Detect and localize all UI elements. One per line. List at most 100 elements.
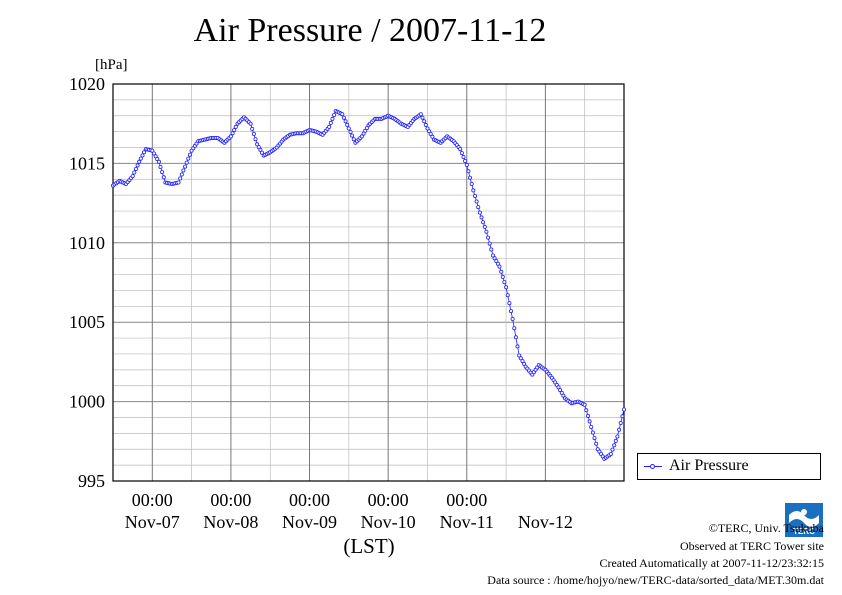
data-point [176,180,181,185]
data-point [613,438,618,443]
x-tick-time-label: 00:00 [132,490,173,510]
data-point [459,151,464,156]
data-point [250,126,255,131]
data-point [332,113,337,118]
data-point [137,159,142,164]
data-point [612,443,617,448]
data-point [615,434,620,439]
data-point [427,129,432,134]
data-point [617,427,622,432]
credit-data-source: Data source : /home/hojyo/new/TERC-data/… [487,573,824,587]
data-point [492,256,497,261]
data-point [363,128,368,133]
data-point [340,112,345,117]
data-point [508,309,513,314]
data-point [142,150,147,155]
data-point [474,199,479,204]
plot-frame [112,83,625,482]
data-point [512,326,517,331]
data-point [422,119,427,124]
data-point [486,235,491,240]
data-point [161,175,166,180]
data-point [132,170,137,175]
data-point [348,129,353,134]
data-point [160,170,165,175]
data-point [479,215,484,220]
data-point [618,420,623,425]
data-point [248,121,253,126]
data-point [515,344,520,349]
terc-logo: TERC [785,503,823,537]
data-point [327,124,332,129]
y-tick-label: 1020 [69,74,105,94]
data-point [472,193,477,198]
y-tick-label: 995 [78,471,105,491]
legend: Air Pressure [637,453,821,480]
data-point [620,414,625,419]
x-tick-time-label: 00:00 [368,490,409,510]
data-point [610,447,615,452]
data-point [594,441,599,446]
data-point [330,116,335,121]
data-point [255,142,260,147]
y-tick-label: 1015 [69,153,105,173]
data-point [364,126,369,131]
legend-marker-swatch [650,464,655,469]
data-point [510,316,515,321]
y-axis-unit-label: [hPa] [95,57,128,73]
data-point [343,119,348,124]
data-point [423,122,428,127]
grid-lines [113,84,624,481]
data-point [186,156,191,161]
data-point [428,131,433,136]
x-tick-time-label: 00:00 [446,490,487,510]
data-point [622,407,627,412]
data-point [469,181,474,186]
data-point [430,134,435,139]
data-point [345,122,350,127]
data-point [500,274,505,279]
data-point [497,264,502,269]
data-point [499,269,504,274]
data-point [135,163,140,168]
data-point [155,156,160,161]
legend-label: Air Pressure [669,457,749,474]
x-tick-date-label: Nov-11 [440,512,494,532]
data-point [151,151,156,156]
data-point [458,147,463,152]
series-air-pressure [111,109,627,461]
data-point [138,156,143,161]
data-point [477,210,482,215]
data-point [513,335,518,340]
logo-text: TERC [793,527,815,536]
x-tick-date-label: Nov-08 [203,512,258,532]
data-point [187,152,192,157]
data-point [233,124,238,129]
credit-created: Created Automatically at 2007-11-12/23:3… [599,556,824,570]
data-point [586,413,591,418]
data-point [418,112,423,117]
data-point [505,293,510,298]
data-point [183,164,188,169]
x-tick-time-label: 00:00 [289,490,330,510]
data-point [476,205,481,210]
data-point [179,172,184,177]
y-tick-label: 1010 [69,233,105,253]
data-point [463,158,468,163]
data-point [158,164,163,169]
data-point [140,153,145,158]
x-tick-date-label: Nov-09 [282,512,337,532]
data-point [351,137,356,142]
data-point [361,131,366,136]
data-point [489,247,494,252]
credit-copyright: ©TERC, Univ. Tsukuba [708,521,824,535]
data-point [258,147,263,152]
data-point [259,150,264,155]
data-point [484,229,489,234]
data-point [181,168,186,173]
axes [112,83,625,482]
data-point [178,176,183,181]
data-point [558,388,563,393]
data-point [482,224,487,229]
data-point [495,261,500,266]
